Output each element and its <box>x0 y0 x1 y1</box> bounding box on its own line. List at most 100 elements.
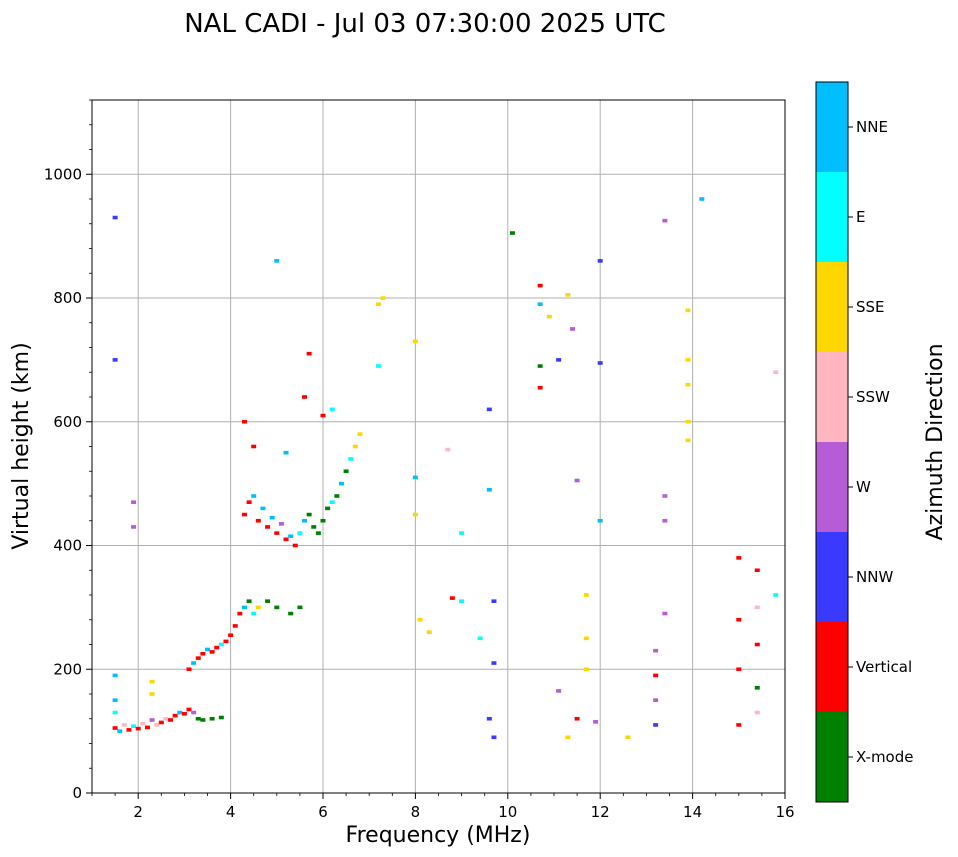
echo-point <box>195 716 201 721</box>
echo-point <box>246 500 252 504</box>
echo-point <box>200 718 206 722</box>
echo-point <box>556 689 562 693</box>
echo-point <box>144 725 150 730</box>
echo-point <box>491 599 497 603</box>
colorbar-label: E <box>856 208 865 226</box>
echo-point <box>315 531 321 535</box>
echo-point <box>288 534 294 539</box>
echo-point <box>736 617 742 622</box>
echo-point <box>181 712 187 716</box>
echo-point <box>112 698 118 702</box>
echo-point <box>417 617 423 622</box>
echo-point <box>597 361 603 365</box>
echo-point <box>329 407 335 412</box>
y-ticks: 0 200 400 600 800 1000 <box>44 99 92 802</box>
echo-point <box>191 710 197 715</box>
echo-point <box>477 636 483 641</box>
x-tick-label: 10 <box>498 803 517 821</box>
echo-point <box>509 231 515 235</box>
echo-point <box>311 525 317 529</box>
x-ticks: 2 4 6 8 10 12 14 16 <box>91 793 795 821</box>
echo-point <box>662 218 668 223</box>
echo-point <box>491 735 497 740</box>
echo-point <box>288 611 294 616</box>
echo-point <box>112 673 118 678</box>
colorbar-swatch <box>816 172 848 262</box>
echo-point <box>343 469 349 474</box>
echo-point <box>583 593 589 597</box>
echo-point <box>320 413 326 418</box>
echo-point <box>583 636 589 641</box>
echo-point <box>126 728 132 732</box>
colorbar-label: W <box>856 478 871 496</box>
echo-point <box>574 478 580 483</box>
y-tick-label: 800 <box>53 289 82 307</box>
echo-point <box>241 419 247 424</box>
echo-point <box>653 698 659 702</box>
echo-point <box>121 723 127 727</box>
echo-point <box>186 707 192 712</box>
echo-point <box>260 506 266 511</box>
echo-point <box>265 525 271 529</box>
echo-point <box>546 314 552 319</box>
colorbar-swatch <box>816 262 848 352</box>
echo-point <box>653 673 659 678</box>
x-tick-label: 8 <box>411 803 421 821</box>
echo-point <box>283 450 289 455</box>
echo-point <box>574 716 580 721</box>
echo-point <box>653 648 659 653</box>
echo-point <box>685 308 691 313</box>
echo-point <box>569 327 575 331</box>
echo-point <box>754 568 760 573</box>
y-tick-label: 0 <box>72 784 82 802</box>
echo-point <box>375 302 381 306</box>
echo-point <box>352 444 358 449</box>
echo-point <box>200 651 206 656</box>
colorbar-swatch <box>816 532 848 622</box>
data-marks <box>112 197 779 740</box>
y-tick-label: 200 <box>53 660 82 678</box>
echo-point <box>754 642 760 647</box>
chart-title: NAL CADI - Jul 03 07:30:00 2025 UTC <box>184 9 666 39</box>
echo-point <box>597 518 603 523</box>
echo-point <box>537 364 543 368</box>
echo-point <box>246 599 252 603</box>
colorbar-label: Vertical <box>856 658 912 676</box>
echo-point <box>537 385 543 390</box>
x-axis-label: Frequency (MHz) <box>346 823 531 848</box>
echo-point <box>172 713 178 718</box>
echo-point <box>449 596 455 600</box>
echo-point <box>565 735 571 740</box>
azimuth-colorbar: X-mode Vertical NNW W SSW SSE E NNE <box>815 81 913 803</box>
echo-point <box>241 605 247 610</box>
echo-point <box>736 667 742 672</box>
echo-point <box>736 723 742 727</box>
echo-point <box>491 661 497 665</box>
echo-point <box>699 197 705 201</box>
y-tick-label: 600 <box>53 413 82 431</box>
echo-point <box>241 512 247 517</box>
echo-point <box>662 611 668 616</box>
colorbar-swatch <box>816 82 848 172</box>
echo-point <box>112 215 118 220</box>
colorbar-label: X-mode <box>856 748 913 766</box>
echo-point <box>662 494 668 498</box>
echo-point <box>486 716 492 721</box>
echo-point <box>218 715 224 720</box>
colorbar-swatch <box>816 712 848 802</box>
echo-point <box>306 512 312 517</box>
echo-point <box>131 500 137 504</box>
echo-point <box>117 729 123 733</box>
colorbar-swatch <box>816 352 848 442</box>
echo-point <box>112 726 118 730</box>
echo-point <box>320 518 326 523</box>
echo-point <box>375 364 381 368</box>
echo-point <box>218 642 224 647</box>
echo-point <box>112 358 118 362</box>
echo-point <box>773 370 779 375</box>
echo-point <box>251 611 257 616</box>
colorbar-label: Azimuth Direction <box>923 343 948 540</box>
plot-background <box>92 100 785 793</box>
echo-point <box>556 358 562 362</box>
